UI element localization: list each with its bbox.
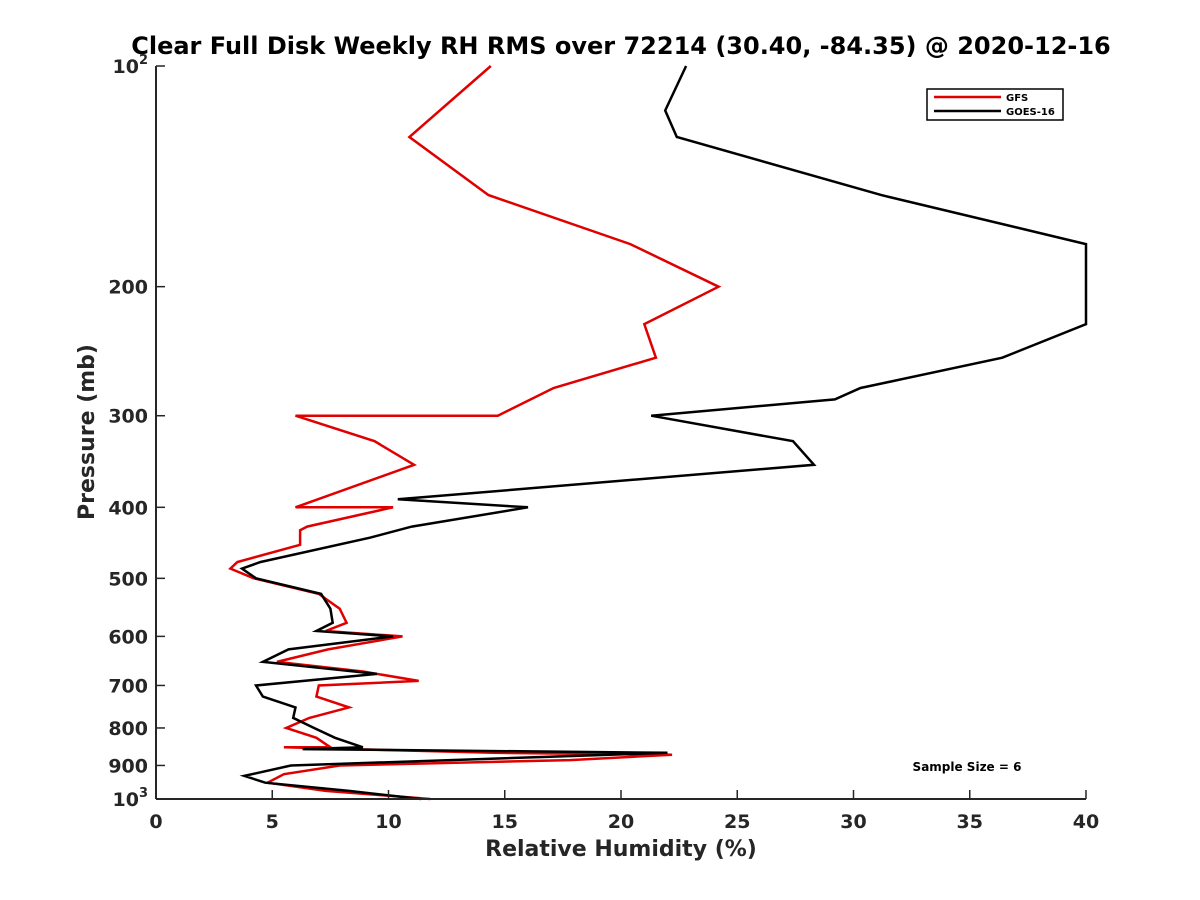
x-tick-label: 10 (375, 811, 401, 833)
y-tick-label: 500 (108, 568, 148, 590)
x-tick-label: 40 (1073, 811, 1099, 833)
x-axis-ticks: 0 5 10 15 20 25 30 35 40 (149, 790, 1099, 833)
x-tick-label: 15 (492, 811, 518, 833)
legend-label-gfs: GFS (1006, 93, 1028, 104)
plot-area (156, 66, 1086, 799)
x-tick-label: 25 (724, 811, 750, 833)
chart-title: Clear Full Disk Weekly RH RMS over 72214… (131, 32, 1111, 60)
y-tick-label: 200 (108, 277, 148, 299)
x-tick-label: 35 (957, 811, 983, 833)
legend-label-goes-16: GOES-16 (1006, 107, 1055, 118)
x-tick-label: 0 (149, 811, 162, 833)
x-tick-label: 30 (840, 811, 866, 833)
legend-box (926, 88, 1064, 121)
sample-size-annotation: Sample Size = 6 (913, 760, 1022, 774)
x-axis-label: Relative Humidity (%) (485, 837, 757, 862)
y-tick-label: 400 (108, 497, 148, 519)
series-layer (228, 65, 1088, 801)
y-tick-label: 300 (108, 406, 148, 428)
series-line-goes-16 (239, 65, 1088, 801)
x-tick-label: 20 (608, 811, 634, 833)
y-tick-label: 900 (108, 755, 148, 777)
x-tick-label: 5 (266, 811, 279, 833)
y-tick-label: 800 (108, 718, 148, 740)
y-tick-label: 600 (108, 626, 148, 648)
y-tick-label: 700 (108, 675, 148, 697)
legend: GFS GOES-16 (926, 88, 1064, 121)
y-axis-label: Pressure (mb) (75, 344, 100, 520)
